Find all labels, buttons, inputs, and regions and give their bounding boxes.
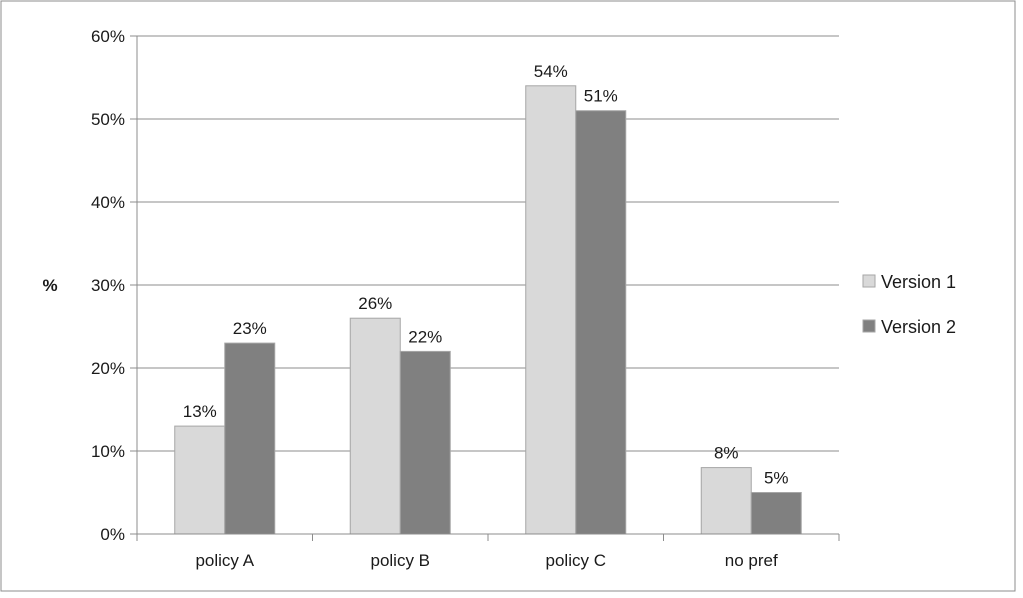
legend-swatch-1 bbox=[862, 274, 876, 288]
bar-2-1 bbox=[399, 350, 451, 535]
x-tick-label-1: policy B bbox=[370, 551, 430, 570]
data-label-1-2: 54% bbox=[534, 62, 568, 81]
legend-label-2: Version 2 bbox=[881, 317, 956, 337]
bar-1-3 bbox=[700, 467, 752, 535]
x-tick-label-2: policy C bbox=[546, 551, 606, 570]
y-axis-title: % bbox=[42, 276, 57, 295]
x-tick-label-3: no pref bbox=[725, 551, 778, 570]
data-label-1-0: 13% bbox=[183, 402, 217, 421]
data-label-1-3: 8% bbox=[714, 444, 739, 463]
y-tick-label-0: 0% bbox=[100, 525, 125, 544]
axes bbox=[130, 35, 840, 541]
data-label-1-1: 26% bbox=[358, 294, 392, 313]
bar-2-0 bbox=[224, 342, 276, 535]
y-tick-label-2: 20% bbox=[91, 359, 125, 378]
legend-swatch-2 bbox=[862, 319, 876, 333]
bar-2-2 bbox=[575, 110, 627, 535]
data-label-2-1: 22% bbox=[408, 327, 442, 346]
data-label-2-0: 23% bbox=[233, 319, 267, 338]
y-tick-label-1: 10% bbox=[91, 442, 125, 461]
bar-1-0 bbox=[174, 425, 226, 535]
bar-2-3 bbox=[750, 492, 802, 535]
y-tick-label-6: 60% bbox=[91, 27, 125, 46]
y-tick-label-3: 30% bbox=[91, 276, 125, 295]
legend-label-1: Version 1 bbox=[881, 272, 956, 292]
bar-1-2 bbox=[525, 85, 577, 535]
data-label-2-2: 51% bbox=[584, 87, 618, 106]
data-label-2-3: 5% bbox=[764, 469, 789, 488]
y-tick-label-4: 40% bbox=[91, 193, 125, 212]
y-tick-label-5: 50% bbox=[91, 110, 125, 129]
x-tick-label-0: policy A bbox=[195, 551, 254, 570]
bars bbox=[174, 85, 802, 535]
bar-1-1 bbox=[349, 317, 401, 535]
legend: Version 1 Version 2 bbox=[862, 272, 956, 337]
labels: 0% 10% 20% 30% 40% 50% 60% policy A 13% 23% policy… bbox=[91, 27, 789, 570]
